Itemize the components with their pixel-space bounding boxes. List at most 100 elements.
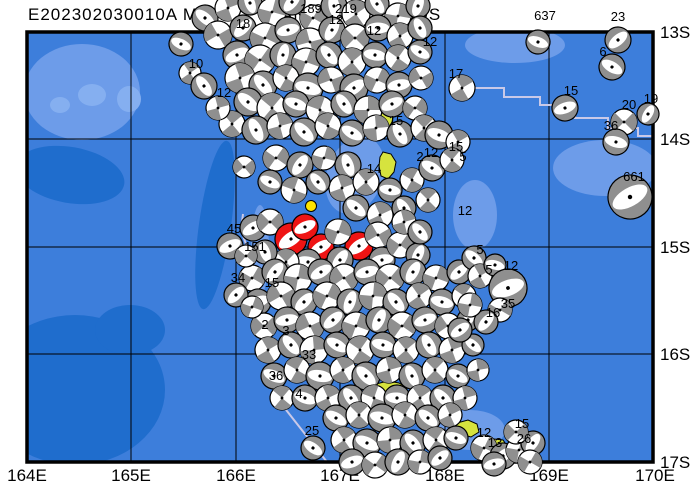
beachball <box>250 312 278 340</box>
beachball <box>277 331 305 359</box>
beachball <box>305 169 331 195</box>
longitude-label: 165E <box>111 466 151 485</box>
beachball <box>353 258 381 286</box>
latitude-label: 15S <box>660 238 690 257</box>
beachball <box>636 102 660 126</box>
beachball <box>551 94 579 122</box>
latitude-label: 14S <box>660 130 690 149</box>
beachball <box>392 336 420 364</box>
beachball <box>414 404 442 432</box>
beachball <box>407 449 433 475</box>
beachball <box>405 282 433 310</box>
beachball <box>366 201 394 229</box>
beachball <box>322 404 350 432</box>
axis-labels: 164E 165E 166E 167E 168E 169E 170E13S14S15S16S… <box>7 23 690 485</box>
depth-label: 14 <box>367 161 381 176</box>
depth-label: 15 <box>449 139 463 154</box>
beachball <box>318 16 346 44</box>
beachball <box>604 26 632 54</box>
depth-label: 15 <box>515 416 529 431</box>
beachball <box>402 95 428 121</box>
depth-label: 20 <box>622 97 636 112</box>
beachball <box>307 258 335 286</box>
beachball <box>168 31 194 57</box>
beachball <box>364 0 390 17</box>
beachball <box>525 29 551 55</box>
beachball <box>234 244 258 268</box>
beachball <box>241 115 271 145</box>
longitude-label: 166E <box>216 466 256 485</box>
depth-label: 661 <box>623 169 645 184</box>
depth-label: 36 <box>604 118 618 133</box>
beachball <box>415 331 443 359</box>
beachball <box>223 282 249 308</box>
depth-label: 12 <box>423 34 437 49</box>
beachball <box>334 151 362 179</box>
bathymetry-contour <box>117 86 141 112</box>
beachball <box>448 74 476 102</box>
depth-label: 12 <box>424 145 438 160</box>
beachball <box>291 384 319 412</box>
depth-label: 12 <box>217 85 231 100</box>
beachball <box>447 317 473 343</box>
beachball <box>407 39 433 65</box>
bathymetry-contour <box>195 140 235 310</box>
beachball <box>375 356 403 384</box>
beachball <box>407 219 433 245</box>
longitude-label: 168E <box>425 466 465 485</box>
longitude-label: 170E <box>635 466 675 485</box>
beachball <box>190 72 218 100</box>
beachball <box>260 362 288 390</box>
beachball <box>345 401 373 429</box>
beachball <box>282 90 310 118</box>
bathymetry-contour <box>78 84 106 106</box>
beachball <box>517 449 543 475</box>
depth-label: 19 <box>644 91 658 106</box>
beachball <box>405 0 431 19</box>
beachball <box>364 221 392 249</box>
beachball <box>399 167 425 193</box>
beachball <box>317 66 345 94</box>
depth-label: 23 <box>611 9 625 24</box>
beachball <box>266 112 294 140</box>
bathymetry-contour <box>27 145 125 205</box>
beachball <box>289 117 319 147</box>
beachball <box>503 419 529 445</box>
latitude-label: 13S <box>660 23 690 42</box>
beachball <box>411 306 439 334</box>
depth-label: 219 <box>335 1 357 16</box>
depth-label: 4 <box>295 386 302 401</box>
beachball <box>427 445 453 471</box>
beachball <box>602 128 630 156</box>
bathymetry-contour <box>453 180 497 250</box>
beachball <box>329 356 357 384</box>
beachball <box>237 0 263 16</box>
depth-label: 2 <box>416 149 423 164</box>
beachball <box>338 448 366 476</box>
beachball <box>352 428 382 458</box>
beachball <box>418 154 446 182</box>
beachball <box>232 155 256 179</box>
depth-label: 5 <box>459 149 466 164</box>
beachball <box>224 62 256 94</box>
beachball <box>205 95 231 121</box>
beachball <box>257 169 283 195</box>
beachball <box>330 426 358 454</box>
depth-label: 12 <box>329 12 343 27</box>
beachball <box>445 363 471 389</box>
depth-label: 16 <box>486 305 500 320</box>
depth-label: 2 <box>261 317 268 332</box>
depth-label: 15 <box>564 83 578 98</box>
plot-title-event: E202302030010A M=5.0 <box>28 5 236 24</box>
beachball <box>452 385 478 411</box>
beachball <box>415 187 441 213</box>
beachball <box>300 435 326 461</box>
beachball <box>244 44 276 76</box>
depth-label: 34 <box>231 270 245 285</box>
longitude-label: 164E <box>7 466 47 485</box>
bathymetry-contour <box>50 97 70 113</box>
beachball <box>361 451 389 479</box>
beachball <box>488 268 528 308</box>
